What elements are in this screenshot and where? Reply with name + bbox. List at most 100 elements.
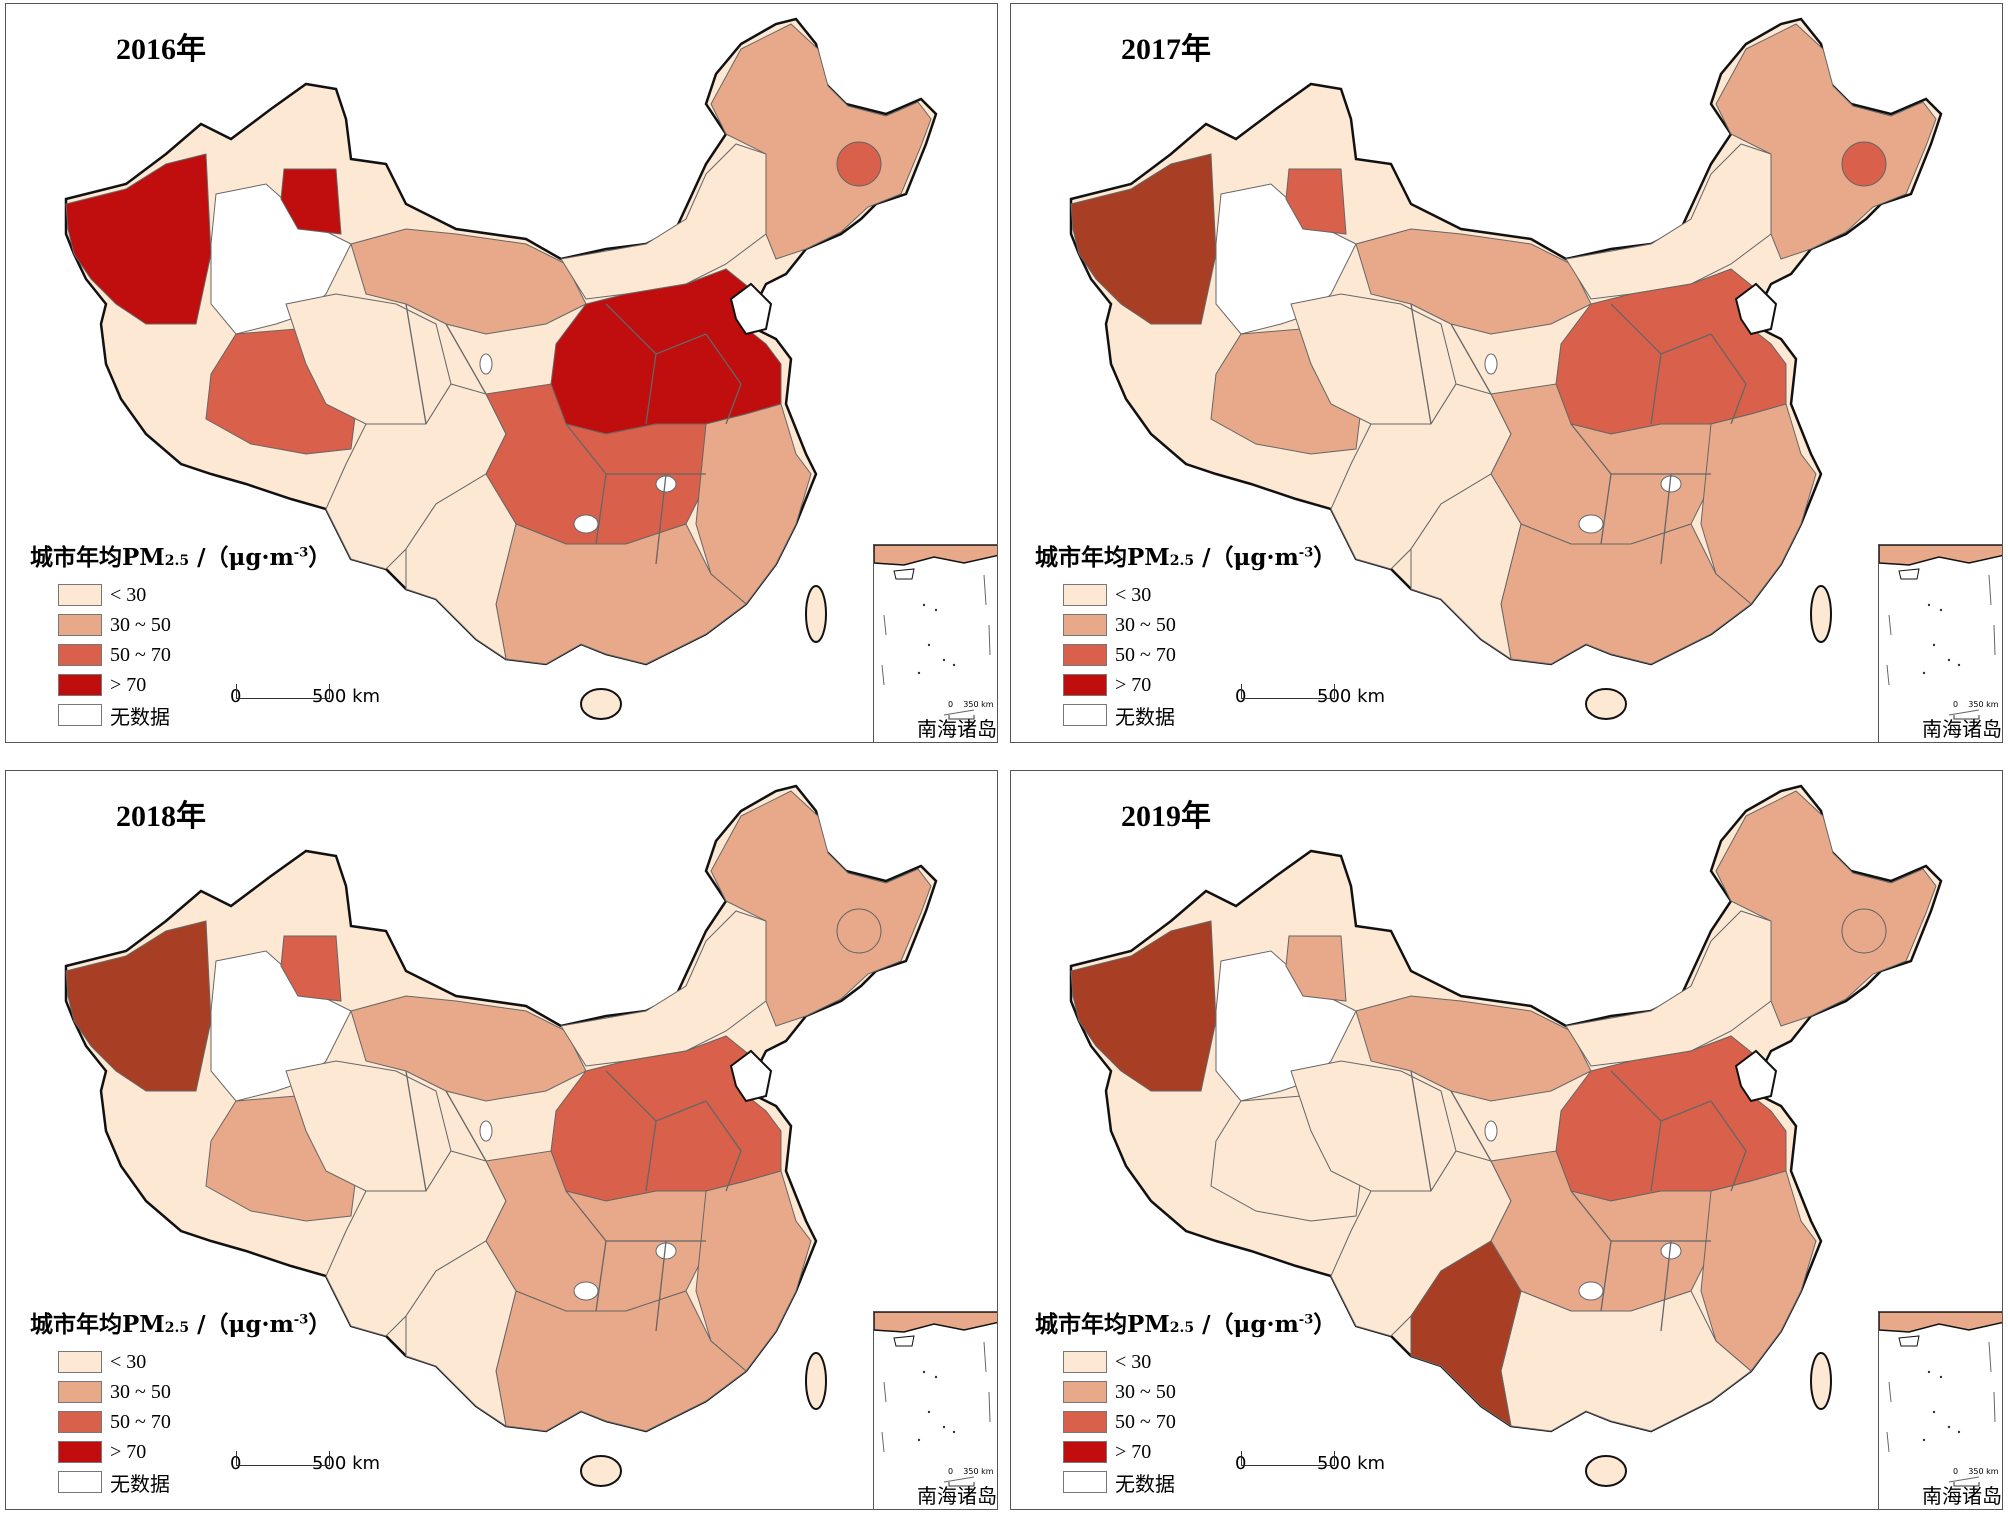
legend-swatch <box>58 584 102 606</box>
legend-item: 30 ~ 50 <box>58 610 331 640</box>
legend-swatch <box>58 644 102 666</box>
legend-label: > 70 <box>1115 1440 1152 1463</box>
legend-item: 30 ~ 50 <box>58 1377 331 1407</box>
inset-islets <box>934 608 938 612</box>
legend-label: 30 ~ 50 <box>1115 613 1176 636</box>
map-panel-4: 2019年 城市年均PM2.5 /（μg·m-3） < 30 30 ~ 50 50 … <box>1010 770 2003 1510</box>
region-gansu <box>1355 228 1592 335</box>
taiwan-island <box>1810 1352 1832 1410</box>
inset-label: 南海诸岛 <box>917 1486 997 1508</box>
legend-swatch <box>1063 704 1107 726</box>
legend-title-sup: -3 <box>1298 545 1314 561</box>
inset-islets <box>1922 1438 1926 1442</box>
inset-islets <box>927 643 931 647</box>
legend-label: 30 ~ 50 <box>1115 1380 1176 1403</box>
legend-swatch <box>58 704 102 726</box>
china-map <box>64 784 938 1487</box>
inset-scale-bar <box>1953 1482 1980 1487</box>
no-data-spot <box>1578 514 1604 534</box>
inset-map <box>1879 1312 2002 1487</box>
south-china-sea-inset: 0 350 km 南海诸岛 <box>1878 544 2002 742</box>
legend-item: > 70 <box>58 670 331 700</box>
legend-item: 50 ~ 70 <box>58 1407 331 1437</box>
region-northeast <box>1715 790 1937 1027</box>
legend-item: < 30 <box>1063 580 1336 610</box>
legend-title-unit: /（μg·m <box>189 1311 294 1338</box>
inset-islets <box>927 1410 931 1414</box>
legend-title: 城市年均PM2.5 /（μg·m-3） <box>30 538 331 572</box>
legend-swatch <box>58 1471 102 1493</box>
map-panel-3: 2018年 城市年均PM2.5 /（μg·m-3） < 30 30 ~ 50 50 … <box>5 770 998 1510</box>
legend-title-unit: /（μg·m <box>189 544 294 571</box>
legend-title-sub: 2.5 <box>164 1320 190 1336</box>
legend-label: > 70 <box>110 673 147 696</box>
region-northeast <box>1715 23 1937 260</box>
inset-scale-zero: 0 <box>1953 1467 1959 1476</box>
south-china-sea-inset: 0 350 km 南海诸岛 <box>873 1311 997 1509</box>
inset-islets <box>1922 671 1926 675</box>
legend-title: 城市年均PM2.5 /（μg·m-3） <box>30 1305 331 1339</box>
legend-label: 30 ~ 50 <box>110 1380 171 1403</box>
inset-islets <box>1932 643 1936 647</box>
legend-label: 无数据 <box>1115 706 1175 729</box>
inset-scale-label: 0 350 km <box>1953 1467 1999 1476</box>
legend-title-main: 城市年均PM <box>30 544 165 571</box>
inset-islets <box>1957 663 1961 667</box>
legend-swatch <box>58 1381 102 1403</box>
legend-swatch <box>58 614 102 636</box>
legend-title-sup: -3 <box>293 1312 309 1328</box>
bohai-sea <box>1734 1049 1778 1103</box>
inset-islets <box>922 1370 926 1374</box>
legend-swatch <box>1063 1411 1107 1433</box>
legend-swatch <box>1063 1351 1107 1373</box>
legend-title-unit: /（μg·m <box>1194 1311 1299 1338</box>
legend-swatch <box>1063 614 1107 636</box>
legend-label: > 70 <box>1115 673 1152 696</box>
legend-swatch <box>1063 674 1107 696</box>
legend-item: 50 ~ 70 <box>58 640 331 670</box>
legend-items: < 30 30 ~ 50 50 ~ 70 > 70 无数据 <box>1063 580 1336 730</box>
hainan-island <box>1585 688 1627 720</box>
china-map <box>64 17 938 720</box>
region-nw <box>1070 920 1217 1092</box>
china-map <box>1069 784 1943 1487</box>
inset-islets <box>1939 1375 1943 1379</box>
legend-title-main: 城市年均PM <box>1035 544 1170 571</box>
legend-label: 30 ~ 50 <box>110 613 171 636</box>
scale-bar <box>1241 1451 1335 1466</box>
scale-bar <box>236 1451 330 1466</box>
inset-coast <box>874 1312 997 1333</box>
legend: 城市年均PM2.5 /（μg·m-3） < 30 30 ~ 50 50 ~ 70 > … <box>1035 1305 1336 1497</box>
legend-title-main: 城市年均PM <box>1035 1311 1170 1338</box>
legend-item: 无数据 <box>1063 1467 1336 1497</box>
legend-title-close: ） <box>308 544 332 571</box>
legend-label: 50 ~ 70 <box>1115 643 1176 666</box>
province-boundaries <box>1410 1070 1747 1332</box>
inset-islets <box>952 1430 956 1434</box>
inset-coast <box>1879 545 2002 566</box>
inset-islets <box>1927 1370 1931 1374</box>
legend-swatch <box>58 1411 102 1433</box>
no-data-spot <box>1578 1281 1604 1301</box>
legend: 城市年均PM2.5 /（μg·m-3） < 30 30 ~ 50 50 ~ 70 > … <box>1035 538 1336 730</box>
map-panel-1: 2016年 城市年均PM2.5 /（μg·m-3） < 30 30 ~ 50 50 … <box>5 3 998 743</box>
inset-scale-bar <box>948 1482 975 1487</box>
region-northeast <box>710 790 932 1027</box>
legend-item: > 70 <box>58 1437 331 1467</box>
legend-items: < 30 30 ~ 50 50 ~ 70 > 70 无数据 <box>1063 1347 1336 1497</box>
legend: 城市年均PM2.5 /（μg·m-3） < 30 30 ~ 50 50 ~ 70 > … <box>30 1305 331 1497</box>
legend-title-sub: 2.5 <box>1169 553 1195 569</box>
scale-zero: 0 <box>230 686 242 707</box>
region-gansu <box>1355 995 1592 1102</box>
region-yunnan <box>405 1240 517 1428</box>
legend-label: 无数据 <box>1115 1473 1175 1496</box>
legend-title-main: 城市年均PM <box>30 1311 165 1338</box>
region-ne-hot <box>836 908 882 954</box>
legend-item: 无数据 <box>1063 700 1336 730</box>
region-east <box>1700 403 1817 605</box>
legend-item: 无数据 <box>58 700 331 730</box>
inset-label: 南海诸岛 <box>1922 1486 2002 1508</box>
province-boundaries <box>405 1070 742 1332</box>
legend-title-close: ） <box>1313 1311 1337 1338</box>
inset-label: 南海诸岛 <box>917 719 997 741</box>
